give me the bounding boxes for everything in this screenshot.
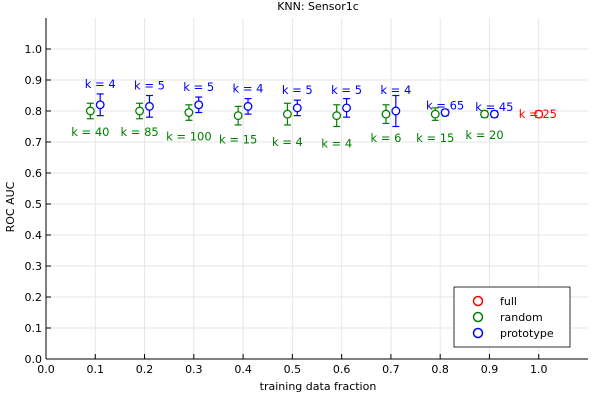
- data-point-random: [430, 107, 440, 121]
- data-label-random: k = 20: [465, 128, 503, 142]
- y-axis-label: ROC AUC: [4, 181, 17, 232]
- data-label-prototype: k = 4: [380, 83, 411, 97]
- x-tick-label: 0.6: [333, 363, 351, 376]
- data-point-prototype: [440, 108, 450, 117]
- data-label-prototype: k = 4: [233, 81, 264, 95]
- y-tick-label: 0.8: [25, 105, 43, 118]
- legend-marker: [472, 327, 484, 339]
- y-tick-label: 0.3: [25, 260, 43, 273]
- legend-item-random: random: [472, 311, 543, 324]
- data-point-prototype: [342, 97, 352, 118]
- legend-marker: [472, 295, 484, 307]
- data-point-random: [282, 102, 292, 126]
- data-point-random: [332, 104, 342, 128]
- marker: [342, 103, 352, 113]
- y-tick-label: 0.6: [25, 167, 43, 180]
- x-axis-label: training data fraction: [260, 380, 377, 393]
- y-tick-label: 0.2: [25, 291, 43, 304]
- data-label-random: k = 100: [166, 130, 212, 144]
- data-point-prototype: [391, 94, 401, 128]
- legend-label: prototype: [500, 327, 554, 340]
- data-point-full: [534, 109, 544, 119]
- marker: [243, 101, 253, 111]
- data-label-prototype: k = 65: [426, 99, 464, 113]
- data-point-random: [184, 104, 194, 121]
- data-label-random: k = 6: [371, 131, 402, 145]
- y-tick-label: 0.1: [25, 322, 43, 335]
- legend-label: full: [500, 295, 517, 308]
- marker: [85, 106, 95, 116]
- x-tick-label: 0.5: [284, 363, 302, 376]
- marker: [480, 109, 489, 119]
- marker: [194, 100, 204, 110]
- marker: [292, 103, 302, 113]
- marker: [489, 109, 499, 119]
- data-label-random: k = 4: [321, 137, 352, 151]
- data-label-prototype: k = 5: [183, 80, 214, 94]
- y-tick-label: 0.5: [25, 198, 43, 211]
- marker: [233, 111, 243, 121]
- data-point-prototype: [95, 93, 105, 117]
- data-point-prototype: [243, 97, 253, 115]
- x-tick-label: 0.8: [431, 363, 449, 376]
- x-tick-label: 1.0: [530, 363, 548, 376]
- data-labels: k = 25 k = 40 k = 85 k = 100 k = 15 k = 4 k = …: [71, 77, 557, 151]
- y-tick-label: 0.9: [25, 74, 43, 87]
- marker: [282, 109, 292, 119]
- marker: [332, 111, 342, 121]
- marker: [95, 100, 105, 110]
- data-label-random: k = 15: [416, 131, 454, 145]
- x-tick-label: 0.7: [382, 363, 400, 376]
- marker: [381, 109, 391, 119]
- data-label-prototype: k = 5: [331, 83, 362, 97]
- data-point-prototype: [292, 99, 302, 117]
- marker: [391, 106, 401, 116]
- data-point-random: [233, 105, 243, 126]
- data-point-random: [480, 109, 489, 119]
- marker: [430, 109, 440, 119]
- data-point-prototype: [145, 94, 154, 118]
- legend-label: random: [500, 311, 543, 324]
- marker: [184, 108, 194, 117]
- tick-labels: 0.0 0.1 0.2 0.3 0.4 0.5 0.6 0.7 0.8 0.9 1.0 0.0 0.1 0…: [25, 43, 548, 376]
- data-label-prototype: k = 5: [282, 83, 313, 97]
- marker: [534, 109, 544, 119]
- data-point-prototype: [489, 109, 499, 119]
- data-point-random: [85, 102, 95, 120]
- data-label-prototype: k = 4: [85, 77, 116, 91]
- data-point-random: [381, 104, 391, 125]
- legend-marker: [472, 311, 484, 323]
- y-tick-label: 0.0: [25, 353, 43, 366]
- marker: [145, 101, 154, 111]
- y-tick-label: 0.4: [25, 229, 43, 242]
- legend-item-prototype: prototype: [472, 327, 554, 340]
- x-tick-label: 0.0: [37, 363, 55, 376]
- data-points: [85, 93, 544, 128]
- x-tick-label: 0.2: [136, 363, 154, 376]
- x-tick-label: 0.4: [234, 363, 252, 376]
- marker: [135, 106, 145, 116]
- data-label-full: k = 25: [519, 107, 557, 121]
- data-label-prototype: k = 45: [475, 100, 513, 114]
- legend: full random prototype: [453, 286, 571, 348]
- legend-item-full: full: [472, 295, 517, 308]
- data-label-prototype: k = 5: [134, 78, 165, 92]
- data-point-random: [135, 102, 145, 120]
- data-label-random: k = 40: [71, 125, 109, 139]
- data-point-prototype: [194, 96, 204, 114]
- data-label-random: k = 85: [120, 125, 158, 139]
- y-tick-label: 0.7: [25, 136, 43, 149]
- data-label-random: k = 15: [219, 133, 257, 147]
- x-tick-label: 0.3: [185, 363, 203, 376]
- x-tick-label: 0.1: [87, 363, 105, 376]
- marker: [440, 108, 450, 117]
- y-tick-label: 1.0: [25, 43, 43, 56]
- x-tick-label: 0.9: [481, 363, 499, 376]
- data-label-random: k = 4: [272, 135, 303, 149]
- chart-title: KNN: Sensor1c: [277, 0, 359, 13]
- axes: [45, 18, 588, 360]
